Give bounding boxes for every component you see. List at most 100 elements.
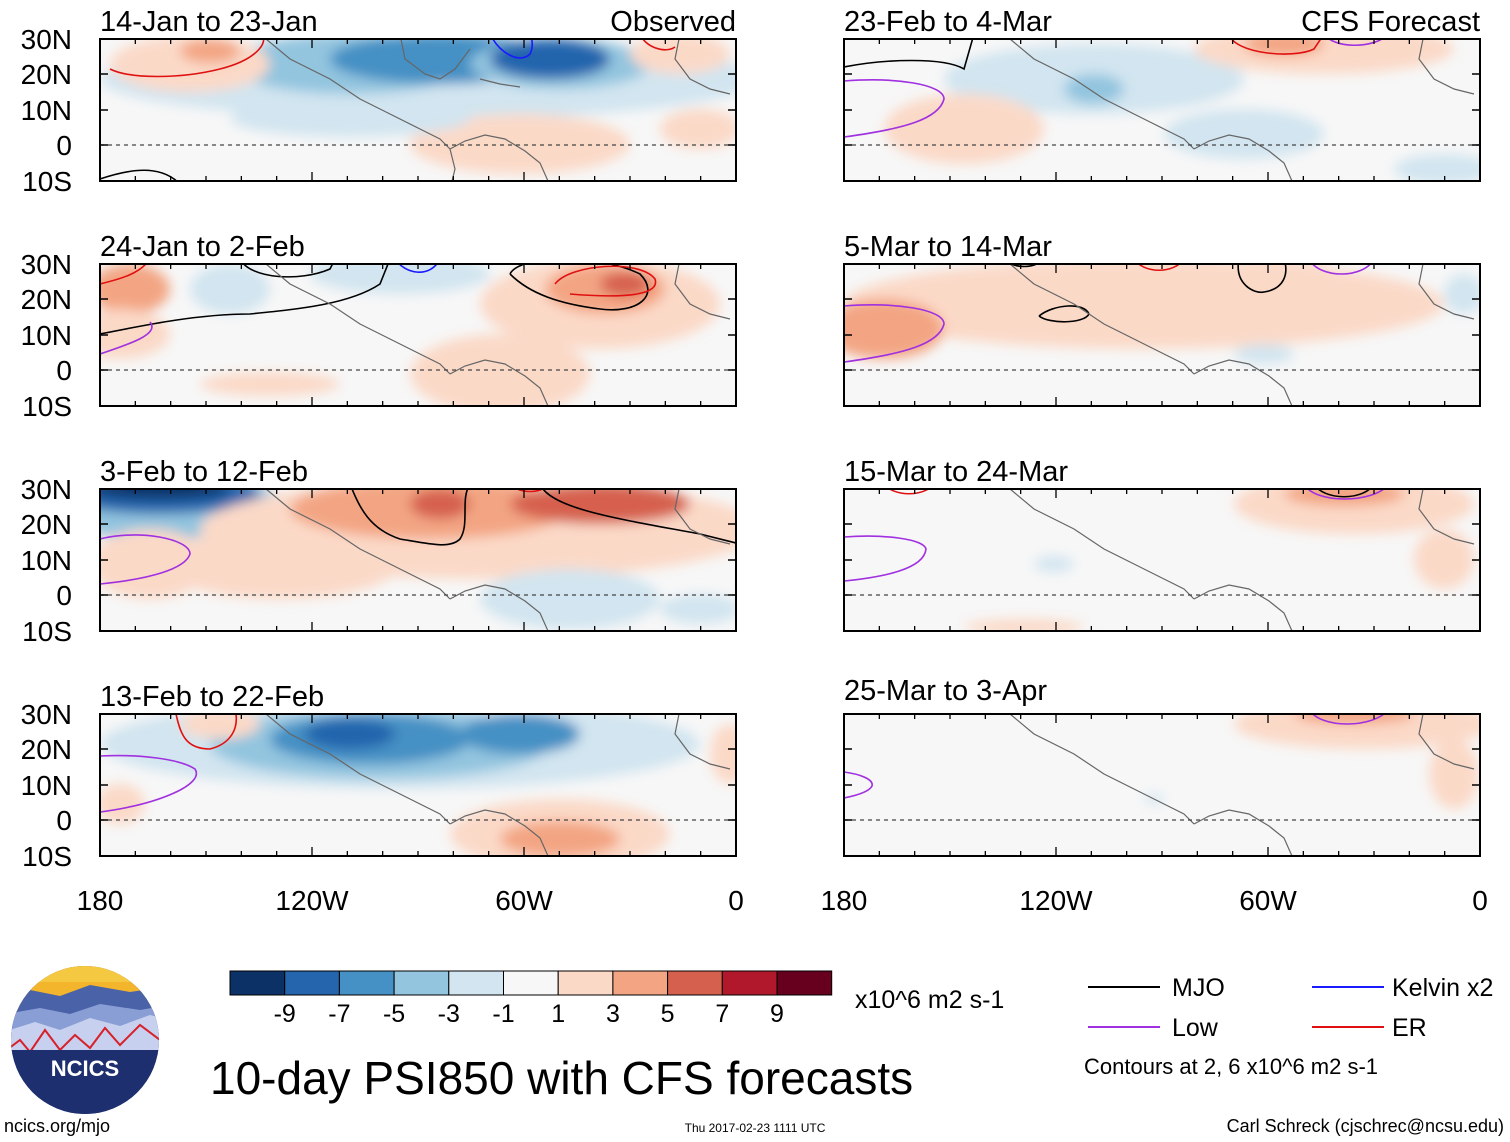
axis-labels: 30N 20N 10N 0 10S 30N 20N 10N 0 10S 30N 20N 10N 0 10S 3… [21,24,1488,916]
shading [100,489,736,631]
panel-tag: Observed [610,6,736,38]
lat-label: 20N [21,734,72,765]
lat-label: 30N [21,249,72,280]
lat-label: 10S [22,391,72,422]
lon-label: 180 [77,885,124,916]
panel-title: 23-Feb to 4-Mar [844,6,1052,38]
timestamp: Thu 2017-02-23 1111 UTC [685,1121,826,1135]
shading [100,264,736,406]
contours [100,714,237,813]
coastlines [265,39,731,181]
logo-text: NCICS [51,1056,119,1081]
colorbar-swatch [721,970,778,996]
legend-label-er: ER [1392,1014,1427,1042]
panel-title: 13-Feb to 22-Feb [100,681,324,713]
lat-label: 20N [21,509,72,540]
lat-label: 0 [56,805,72,836]
lat-label: 10N [21,545,72,576]
legend-label-low: Low [1172,1014,1219,1042]
coastlines [265,264,731,406]
legend-label-mjo: MJO [1172,974,1225,1002]
coastlines [1009,489,1475,631]
coastlines [1009,39,1475,181]
lat-label: 10S [22,166,72,197]
colorbar-swatch [448,970,504,996]
lon-label: 120W [1019,885,1093,916]
ncics-logo: NCICS [11,966,159,1114]
panel-6: 5-Mar to 14-Mar [843,231,1481,407]
colorbar-label: 9 [770,1000,784,1028]
shading [844,39,1480,181]
panel-title: 3-Feb to 12-Feb [100,456,308,488]
colorbar-label: 1 [551,1000,565,1028]
panel-3: 3-Feb to 12-Feb [99,456,737,632]
contours [100,264,657,355]
panel-title: 14-Jan to 23-Jan [100,6,318,38]
colorbar-swatch [557,970,614,996]
lon-label: 60W [495,885,553,916]
colorbar-label: -3 [438,1000,460,1028]
panel-4: 13-Feb to 22-Feb [99,681,737,857]
contours [100,489,736,585]
lon-label: 120W [275,885,349,916]
panel-title: 24-Jan to 2-Feb [100,231,305,263]
lat-label: 30N [21,699,72,730]
colorbar: -9 -7 -5 -3 -1 1 3 5 7 9 [229,970,833,1028]
main-title: 10-day PSI850 with CFS forecasts [210,1052,913,1104]
shading [844,264,1480,406]
panel-7: 15-Mar to 24-Mar [843,456,1481,632]
shading [844,489,1480,631]
colorbar-swatch [612,970,669,996]
lon-label: 0 [1472,885,1488,916]
colorbar-swatch [338,970,395,996]
lat-label: 30N [21,474,72,505]
legend: MJO Kelvin x2 Low ER Contours at 2, 6 x1… [1084,974,1493,1079]
panel-title: 25-Mar to 3-Apr [844,675,1047,707]
colorbar-label: 5 [661,1000,675,1028]
lat-label: 10S [22,841,72,872]
panel-5: 23-Feb to 4-Mar CFS Forecast [843,6,1481,182]
colorbar-label: -1 [492,1000,514,1028]
website-link[interactable]: ncics.org/mjo [4,1116,110,1136]
lat-label: 20N [21,59,72,90]
shading [100,39,736,181]
lat-label: 10N [21,320,72,351]
lon-label: 0 [728,885,744,916]
lat-label: 0 [56,355,72,386]
panel-title: 15-Mar to 24-Mar [844,456,1068,488]
lat-label: 30N [21,24,72,55]
lat-label: 20N [21,284,72,315]
colorbar-label: -5 [383,1000,405,1028]
author-credit: Carl Schreck (cjschrec@ncsu.edu) [1227,1116,1504,1136]
colorbar-units: x10^6 m2 s-1 [855,986,1004,1014]
lon-label: 60W [1239,885,1297,916]
lat-label: 0 [56,130,72,161]
lat-label: 10N [21,770,72,801]
coastlines [265,489,731,631]
coastlines [1009,264,1475,406]
shading [844,714,1480,856]
legend-label-kelvin: Kelvin x2 [1392,974,1493,1002]
colorbar-label: 7 [715,1000,729,1028]
colorbar-label: 3 [606,1000,620,1028]
colorbar-swatch [667,970,723,996]
lat-label: 10S [22,616,72,647]
colorbar-label: -7 [328,1000,350,1028]
colorbar-swatch [503,970,559,996]
panel-8: 25-Mar to 3-Apr [843,675,1481,857]
panel-2: 24-Jan to 2-Feb [99,231,737,407]
contours-note: Contours at 2, 6 x10^6 m2 s-1 [1084,1054,1378,1079]
coastlines [265,714,731,856]
colorbar-swatch [229,970,286,996]
panel-tag: CFS Forecast [1301,6,1480,38]
panel-title: 5-Mar to 14-Mar [844,231,1052,263]
contours [100,39,676,181]
colorbar-label: -9 [274,1000,296,1028]
lon-label: 180 [821,885,868,916]
panel-1: 14-Jan to 23-Jan Observed [99,6,737,182]
shading [100,714,736,856]
coastlines [1009,714,1475,856]
lat-label: 10N [21,95,72,126]
colorbar-swatch [776,970,833,996]
